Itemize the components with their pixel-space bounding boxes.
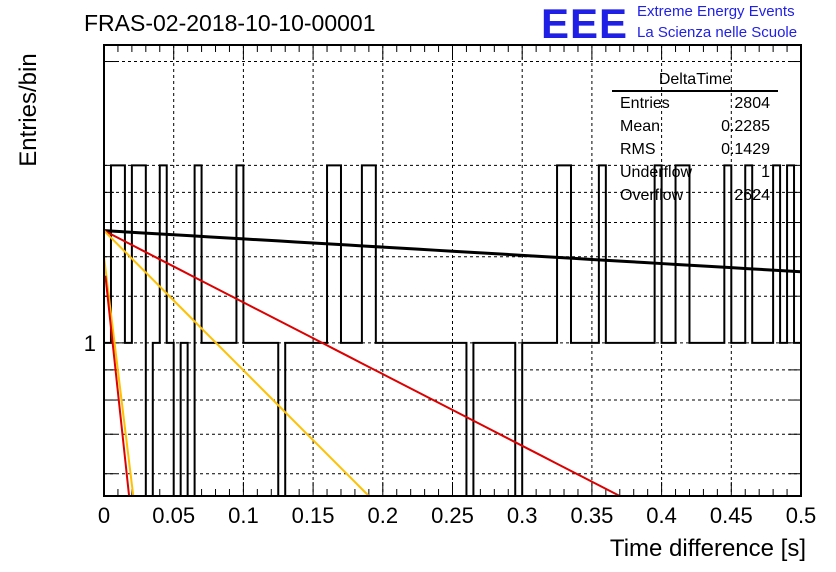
stats-label: Overflow <box>620 187 684 204</box>
stats-row-overflow: Overflow 2624 <box>612 184 778 207</box>
x-tick-label: 0.45 <box>710 503 753 528</box>
stats-row-entries: Entries 2804 <box>612 92 778 115</box>
plot-frame <box>103 44 802 497</box>
stats-value: 2804 <box>734 95 770 112</box>
x-tick-label: 0.2 <box>368 503 399 528</box>
stats-value: 0.1429 <box>721 141 770 158</box>
stats-label: Mean <box>620 118 661 135</box>
y-tick-label: 1 <box>84 331 96 356</box>
y-tick-labels: 1 <box>84 331 96 356</box>
x-tick-labels: 0 0.05 0.1 0.15 0.2 0.25 0.3 0.35 0.4 0.45 0.5 <box>98 503 816 528</box>
y-axis-label: Entries/bin <box>15 53 42 167</box>
stats-label: RMS <box>620 141 656 158</box>
stats-label: Entries <box>620 95 670 112</box>
x-tick-label: 0.15 <box>292 503 335 528</box>
x-tick-label: 0.25 <box>431 503 474 528</box>
stats-row-underflow: Underflow 1 <box>612 161 778 184</box>
fit-curve-1 <box>103 229 802 274</box>
x-tick-label: 0.05 <box>152 503 195 528</box>
x-tick-label: 0 <box>98 503 110 528</box>
logo-line-2: La Scienza nelle Scuole <box>637 24 798 41</box>
histogram <box>104 164 801 497</box>
fit-curve-2 <box>103 229 621 497</box>
logo-line-1: Extreme Energy Events <box>637 3 795 20</box>
stats-row-rms: RMS 0.1429 <box>612 138 778 161</box>
fit-curve-4 <box>103 256 135 497</box>
x-tick-label: 0.5 <box>786 503 817 528</box>
stats-value: 0.2285 <box>721 118 770 135</box>
eee-logo: EEE <box>541 0 629 47</box>
histogram-step-line <box>104 164 801 497</box>
x-axis-label: Time difference [s] <box>609 535 806 562</box>
stats-value: 1 <box>761 164 770 181</box>
x-tick-label: 0.3 <box>507 503 538 528</box>
x-tick-label: 0.35 <box>570 503 613 528</box>
stats-title: DeltaTime <box>612 70 778 92</box>
stats-row-mean: Mean 0.2285 <box>612 115 778 138</box>
fit-curve-3 <box>103 229 370 497</box>
chart-title: FRAS-02-2018-10-10-00001 <box>84 10 376 36</box>
stats-box: DeltaTime Entries 2804 Mean 0.2285 RMS 0… <box>612 70 778 207</box>
x-tick-label: 0.4 <box>646 503 677 528</box>
stats-label: Underflow <box>620 164 693 181</box>
stats-value: 2624 <box>734 187 770 204</box>
fit-curve-5 <box>104 275 131 497</box>
fit-lines <box>103 229 802 497</box>
x-tick-label: 0.1 <box>228 503 259 528</box>
